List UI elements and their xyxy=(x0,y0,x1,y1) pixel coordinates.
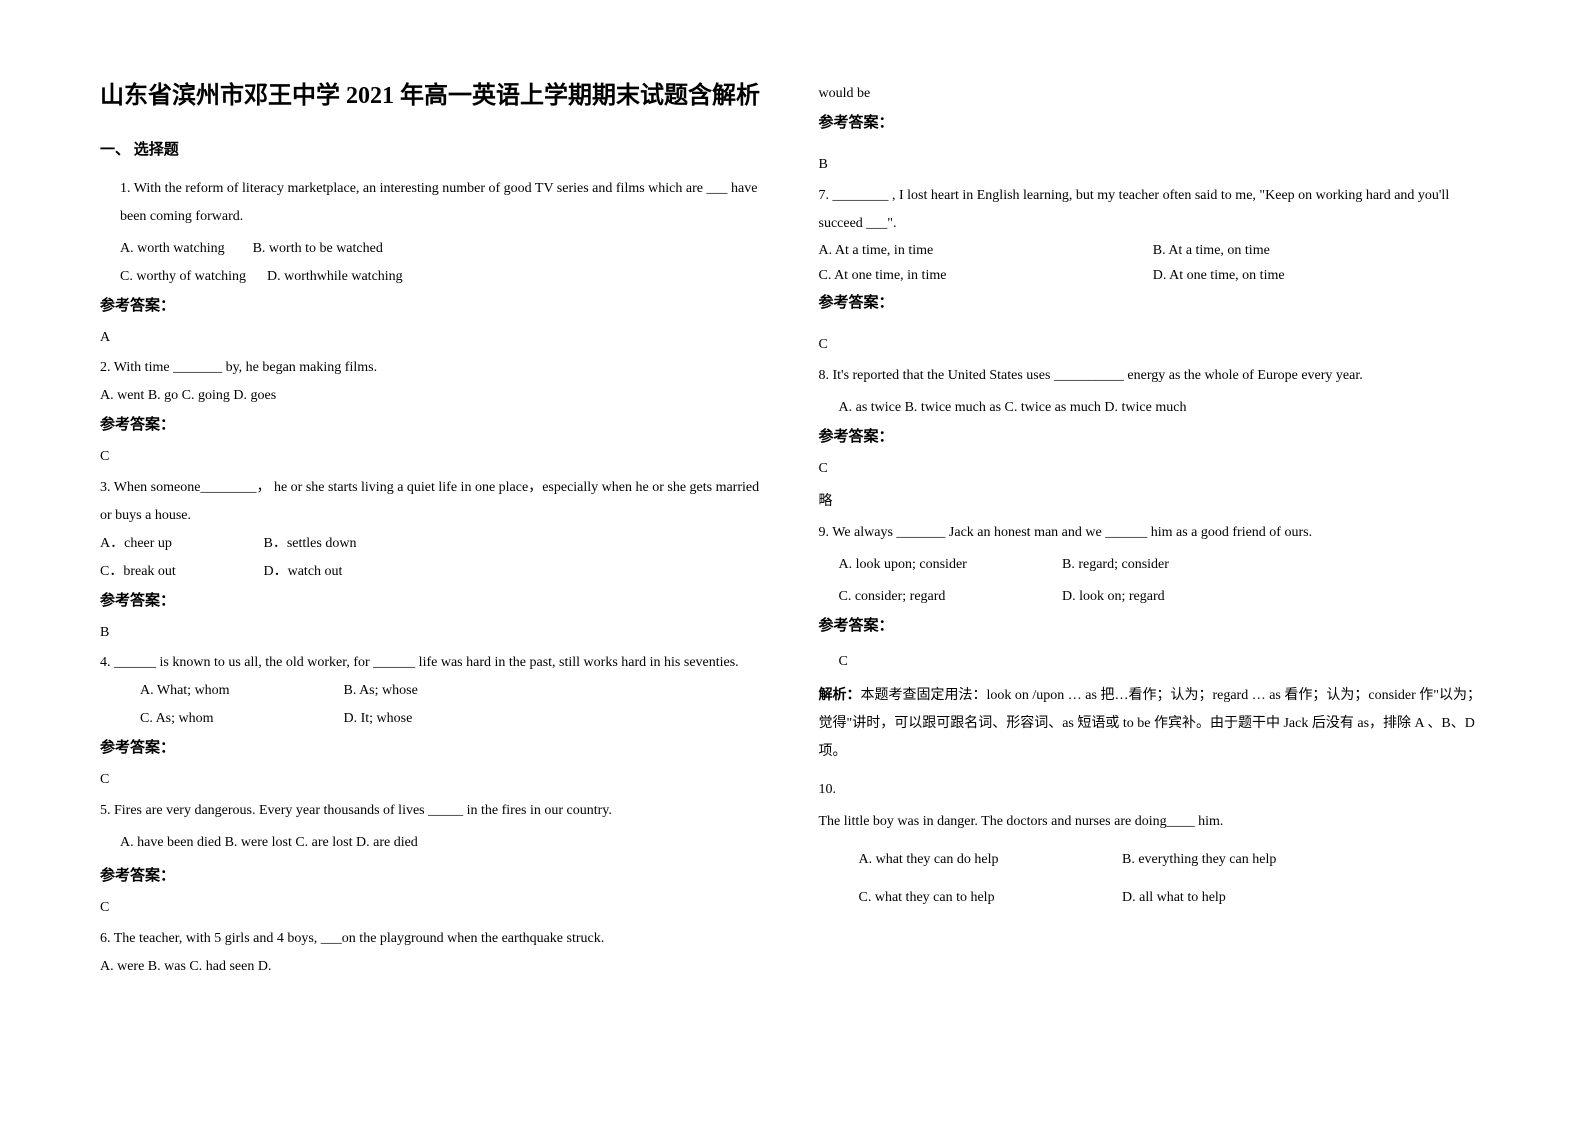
q3-opts-row1: A．cheer up B．settles down xyxy=(100,530,769,558)
q4-optD: D. It; whose xyxy=(344,711,413,726)
q7-optC: C. At one time, in time xyxy=(819,263,1153,288)
q10-optA: A. what they can do help xyxy=(859,846,1119,874)
q7-ans-label: 参考答案： xyxy=(819,288,1488,318)
q3-ans: B xyxy=(100,616,769,650)
q1-text: 1. With the reform of literacy marketpla… xyxy=(100,175,769,231)
q3-optD: D．watch out xyxy=(264,564,343,579)
q1-optB: B. worth to be watched xyxy=(253,241,383,256)
q10-optD: D. all what to help xyxy=(1122,890,1226,905)
q7-opts-row1: A. At a time, in time B. At a time, on t… xyxy=(819,238,1488,263)
q3-optC: C．break out xyxy=(100,558,260,586)
q3-opts-row2: C．break out D．watch out xyxy=(100,558,769,586)
q3-optB: B．settles down xyxy=(264,536,357,551)
q4-optB: B. As; whose xyxy=(344,683,418,698)
q1-ans: A xyxy=(100,321,769,355)
q4-opts-row2: C. As; whom D. It; whose xyxy=(100,705,769,733)
right-column: would be 参考答案： B 7. ________ , I lost he… xyxy=(819,80,1488,1082)
q9-optD: D. look on; regard xyxy=(1062,589,1165,604)
q9-opts-row1: A. look upon; consider B. regard; consid… xyxy=(819,551,1488,579)
q8-ans: C xyxy=(819,452,1488,486)
q2-ans: C xyxy=(100,440,769,474)
q4-optA: A. What; whom xyxy=(140,677,340,705)
q9-ans-label: 参考答案： xyxy=(819,611,1488,641)
q6-text: 6. The teacher, with 5 girls and 4 boys,… xyxy=(100,925,769,953)
q2-ans-label: 参考答案： xyxy=(100,410,769,440)
q4-ans-label: 参考答案： xyxy=(100,733,769,763)
q5-text: 5. Fires are very dangerous. Every year … xyxy=(100,797,769,825)
q10-optB: B. everything they can help xyxy=(1122,852,1276,867)
section-heading: 一、 选择题 xyxy=(100,138,769,159)
q7-text: 7. ________ , I lost heart in English le… xyxy=(819,182,1488,238)
q6-ans: B xyxy=(819,148,1488,182)
q7-optB: B. At a time, on time xyxy=(1153,238,1487,263)
q8-ans-label: 参考答案： xyxy=(819,422,1488,452)
q1-optA: A. worth watching xyxy=(120,241,225,256)
q4-optC: C. As; whom xyxy=(140,705,340,733)
q7-opts-row2: C. At one time, in time D. At one time, … xyxy=(819,263,1488,288)
q6-opts: A. were B. was C. had seen D. xyxy=(100,953,769,981)
q4-ans: C xyxy=(100,763,769,797)
q7-ans: C xyxy=(819,328,1488,362)
q10-num: 10. xyxy=(819,776,1488,804)
q10-opts-row2: C. what they can to help D. all what to … xyxy=(819,884,1488,912)
q1-optC: C. worthy of watching xyxy=(120,269,246,284)
q7-optD: D. At one time, on time xyxy=(1153,263,1487,288)
q10-text: The little boy was in danger. The doctor… xyxy=(819,808,1488,836)
q1-opts-row1: A. worth watching B. worth to be watched xyxy=(100,235,769,263)
q1-opts-row2: C. worthy of watching D. worthwhile watc… xyxy=(100,263,769,291)
q3-optA: A．cheer up xyxy=(100,530,260,558)
q1-ans-label: 参考答案： xyxy=(100,291,769,321)
q9-ans: C xyxy=(819,645,1488,679)
q7-optA: A. At a time, in time xyxy=(819,238,1153,263)
q8-extra: 略 xyxy=(819,485,1488,519)
q3-text: 3. When someone________， he or she start… xyxy=(100,474,769,530)
q5-ans: C xyxy=(100,891,769,925)
q10-optC: C. what they can to help xyxy=(859,884,1119,912)
q8-text: 8. It's reported that the United States … xyxy=(819,362,1488,390)
q4-opts-row1: A. What; whom B. As; whose xyxy=(100,677,769,705)
q9-text: 9. We always _______ Jack an honest man … xyxy=(819,519,1488,547)
q9-optA: A. look upon; consider xyxy=(839,551,1059,579)
q6-ans-label: 参考答案： xyxy=(819,108,1488,138)
q10-opts-row1: A. what they can do help B. everything t… xyxy=(819,846,1488,874)
q2-opts: A. went B. go C. going D. goes xyxy=(100,382,769,410)
q4-text: 4. ______ is known to us all, the old wo… xyxy=(100,649,769,677)
q5-ans-label: 参考答案： xyxy=(100,861,769,891)
q6-optD: would be xyxy=(819,80,1488,108)
q8-opts: A. as twice B. twice much as C. twice as… xyxy=(819,394,1488,422)
q9-optC: C. consider; regard xyxy=(839,583,1059,611)
q2-text: 2. With time _______ by, he began making… xyxy=(100,354,769,382)
q3-ans-label: 参考答案： xyxy=(100,586,769,616)
left-column: 山东省滨州市邓王中学 2021 年高一英语上学期期末试题含解析 一、 选择题 1… xyxy=(100,80,769,1082)
document-title: 山东省滨州市邓王中学 2021 年高一英语上学期期末试题含解析 xyxy=(100,80,769,114)
q5-opts: A. have been died B. were lost C. are lo… xyxy=(100,829,769,857)
q9-explain-text: 本题考查固定用法：look on /upon … as 把…看作；认为；rega… xyxy=(819,688,1482,759)
q9-explain: 解析：本题考查固定用法：look on /upon … as 把…看作；认为；r… xyxy=(819,682,1488,766)
q9-opts-row2: C. consider; regard D. look on; regard xyxy=(819,583,1488,611)
q1-optD: D. worthwhile watching xyxy=(267,269,403,284)
q9-optB: B. regard; consider xyxy=(1062,557,1169,572)
